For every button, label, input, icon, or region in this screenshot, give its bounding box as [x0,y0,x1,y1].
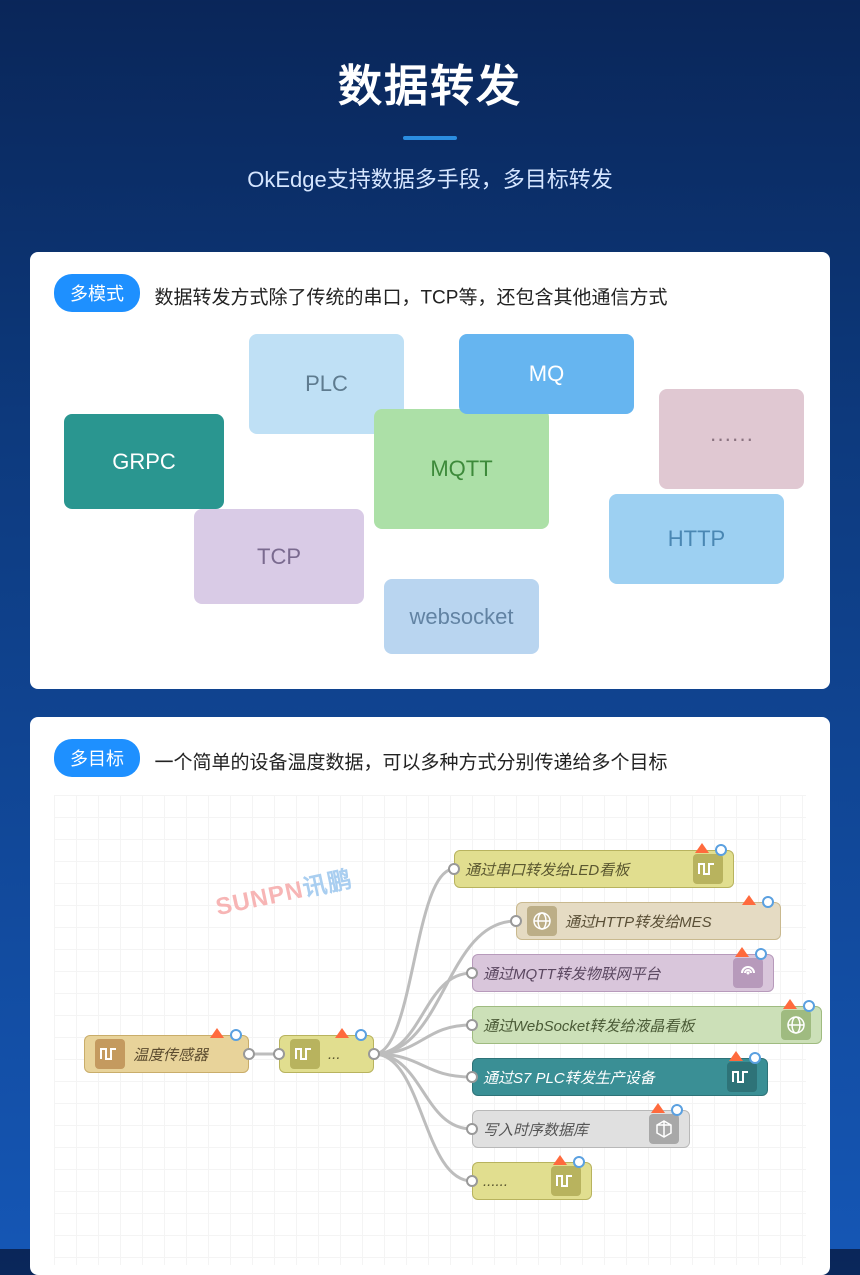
output-port [243,1048,255,1060]
node-label: 通过串口转发给LED看板 [465,859,685,880]
input-port [466,1019,478,1031]
wave-icon [95,1039,125,1069]
status-triangle-icon [735,947,749,957]
target-node-0: 通过串口转发给LED看板 [454,850,734,888]
target-node-2: 通过MQTT转发物联网平台 [472,954,774,992]
protocol-box-websocket: websocket [384,579,539,654]
protocol-box-tcp: TCP [194,509,364,604]
wave-icon [727,1062,757,1092]
protocol-box-mq: MQ [459,334,634,414]
target-node-5: 写入时序数据库 [472,1110,690,1148]
target-node-3: 通过WebSocket转发给液晶看板 [472,1006,822,1044]
status-triangle-icon [553,1155,567,1165]
wave-icon [551,1166,581,1196]
input-port [510,915,522,927]
node-label: 通过HTTP转发给MES [565,911,770,932]
protocol-box-mqtt: MQTT [374,409,549,529]
target-node-4: 通过S7 PLC转发生产设备 [472,1058,768,1096]
target-node-1: 通过HTTP转发给MES [516,902,781,940]
targets-desc: 一个简单的设备温度数据，可以多种方式分别传递给多个目标 [154,752,667,773]
badge-modes: 多模式 [54,274,140,312]
node-label: 通过WebSocket转发给液晶看板 [483,1015,773,1036]
protocol-boxes: GRPCPLCTCPMQTTwebsocketMQHTTP······ [54,334,806,659]
panel-modes: 多模式 数据转发方式除了传统的串口，TCP等，还包含其他通信方式 GRPCPLC… [30,252,830,689]
node-label: 写入时序数据库 [483,1119,641,1140]
node-label: ...... [483,1173,543,1190]
input-port [466,1175,478,1187]
connector-dot [762,896,774,908]
connector-dot [755,948,767,960]
panel-targets: 多目标 一个简单的设备温度数据，可以多种方式分别传递给多个目标 SUNPN讯鹏温… [30,717,830,1275]
watermark: SUNPN讯鹏 [212,859,355,922]
wave-icon [290,1039,320,1069]
processor-node: ... [279,1035,374,1073]
input-port [273,1048,285,1060]
globe-icon [781,1010,811,1040]
status-triangle-icon [695,843,709,853]
globe-icon [527,906,557,936]
wave-icon [693,854,723,884]
title-underline [403,136,457,140]
source-node: 温度传感器 [84,1035,249,1073]
output-port [368,1048,380,1060]
node-label: 温度传感器 [133,1044,238,1065]
protocol-box-grpc: GRPC [64,414,224,509]
connector-dot [355,1029,367,1041]
input-port [448,863,460,875]
connector-dot [749,1052,761,1064]
protocol-box-dots: ······ [659,389,804,489]
status-triangle-icon [783,999,797,1009]
connector-dot [573,1156,585,1168]
signal-icon [733,958,763,988]
cube-icon [649,1114,679,1144]
page-subtitle: OkEdge支持数据多手段，多目标转发 [0,162,860,194]
input-port [466,967,478,979]
status-triangle-icon [651,1103,665,1113]
status-triangle-icon [729,1051,743,1061]
connector-dot [715,844,727,856]
header: 数据转发 OkEdge支持数据多手段，多目标转发 [0,0,860,224]
status-triangle-icon [335,1028,349,1038]
input-port [466,1071,478,1083]
flow-diagram: SUNPN讯鹏温度传感器... 通过串口转发给LED看板通过HTTP转发给MES 通… [54,795,806,1265]
badge-targets: 多目标 [54,739,140,777]
modes-desc: 数据转发方式除了传统的串口，TCP等，还包含其他通信方式 [154,287,667,308]
node-label: 通过S7 PLC转发生产设备 [483,1067,719,1088]
connector-dot [803,1000,815,1012]
node-label: 通过MQTT转发物联网平台 [483,963,725,984]
status-triangle-icon [210,1028,224,1038]
status-triangle-icon [742,895,756,905]
target-node-6: ...... [472,1162,592,1200]
input-port [466,1123,478,1135]
connector-dot [671,1104,683,1116]
protocol-box-http: HTTP [609,494,784,584]
node-label: ... [328,1046,363,1063]
connector-dot [230,1029,242,1041]
page-title: 数据转发 [0,50,860,114]
